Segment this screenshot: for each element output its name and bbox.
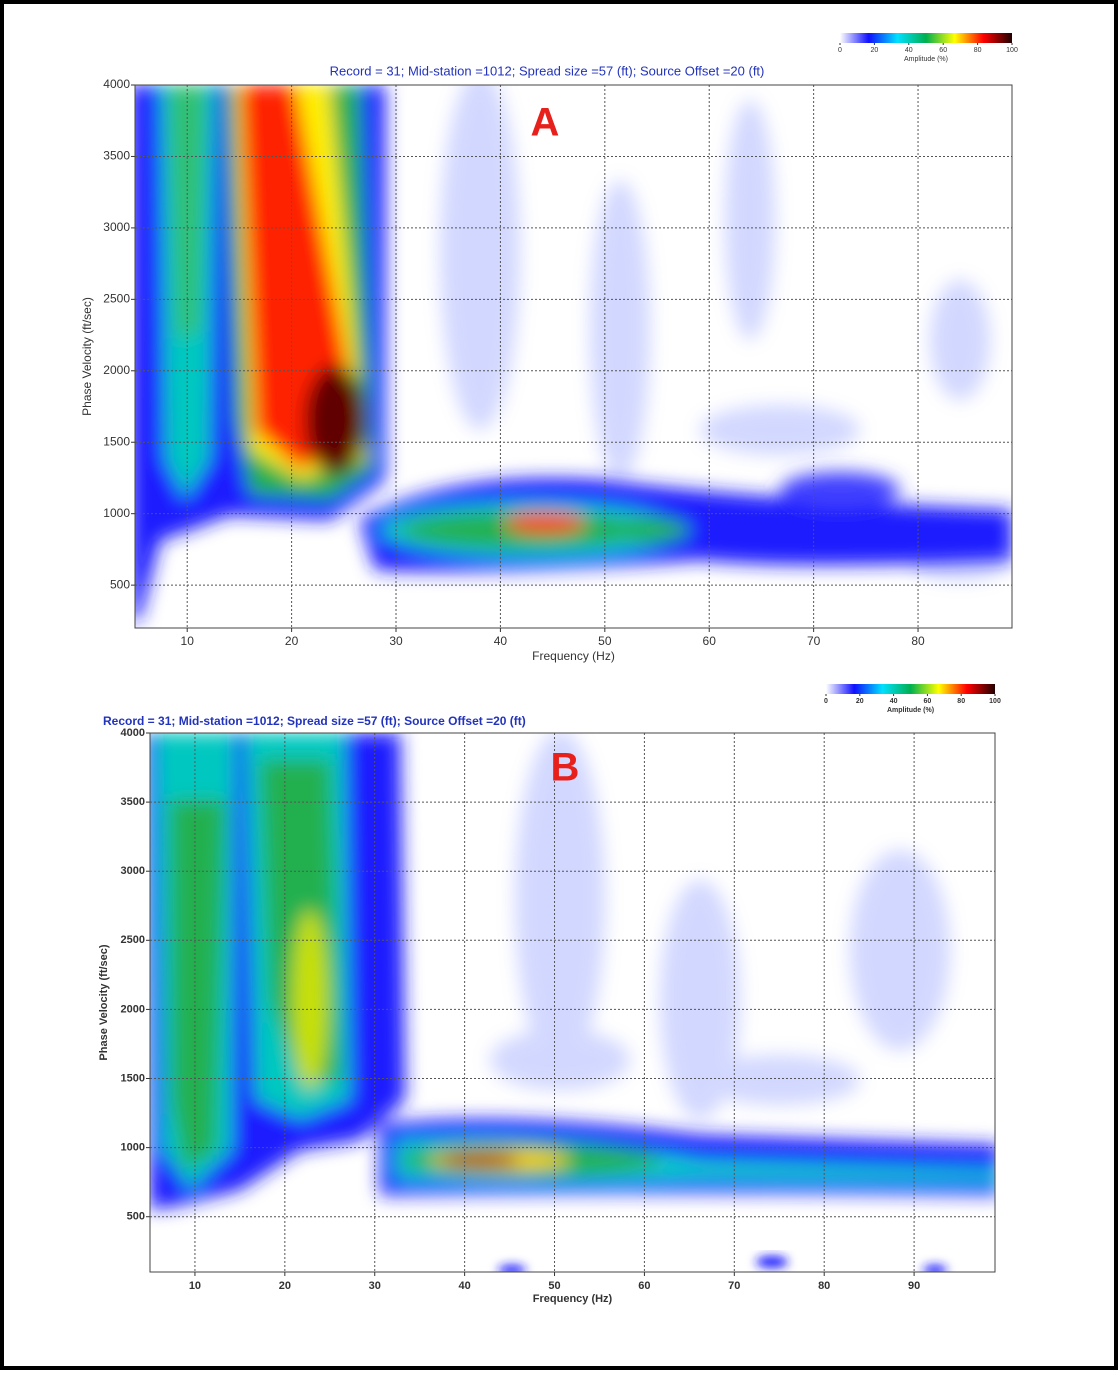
colorbar-label: Amplitude (%) [904,56,948,63]
x-axis-label: Frequency (Hz) [532,649,615,663]
colorbar-tick-label: 100 [989,698,1001,705]
colorbar-tick-label: 80 [957,698,965,705]
y-tick-label: 500 [110,577,130,591]
x-tick-label: 40 [494,634,508,648]
y-tick-label: 1500 [121,1072,145,1084]
y-tick-label: 3500 [103,149,130,163]
y-tick-label: 2000 [121,1003,145,1015]
y-tick-label: 4000 [121,727,145,739]
panel-label: A [531,101,560,145]
colorbar-tick-label: 0 [838,47,842,54]
y-tick-label: 2500 [121,934,145,946]
x-tick-label: 60 [638,1280,650,1292]
x-tick-label: 80 [818,1280,830,1292]
y-tick-label: 1000 [121,1142,145,1154]
y-tick-label: 2000 [103,363,130,377]
x-tick-label: 20 [279,1280,291,1292]
y-tick-label: 1000 [103,506,130,520]
colorbar-tick-label: 20 [856,698,864,705]
chart-title: Record = 31; Mid-station =1012; Spread s… [103,714,526,728]
colorbar-tick-label: 20 [871,47,879,54]
panel-label: B [551,746,580,790]
colorbar-tick-label: 40 [905,47,913,54]
x-tick-label: 70 [728,1280,740,1292]
colorbar-label: Amplitude (%) [887,707,934,714]
x-tick-label: 80 [911,634,925,648]
y-tick-label: 4000 [103,77,130,91]
x-tick-label: 30 [389,634,403,648]
colorbar-tick-label: 60 [924,698,932,705]
x-tick-label: 90 [908,1280,920,1292]
x-tick-label: 20 [285,634,299,648]
plot-frame [134,84,1013,629]
y-tick-label: 2500 [103,292,130,306]
plot-frame [149,732,996,1273]
x-tick-label: 40 [459,1280,471,1292]
x-axis-label: Frequency (Hz) [533,1293,613,1305]
colorbar [840,33,1012,43]
x-tick-label: 50 [548,1280,560,1292]
colorbar-tick-label: 40 [890,698,898,705]
colorbar-tick-label: 80 [974,47,982,54]
x-tick-label: 60 [703,634,717,648]
x-tick-label: 10 [181,634,195,648]
y-axis-label: Phase Velocity (ft/sec) [80,297,94,416]
x-tick-label: 10 [189,1280,201,1292]
colorbar [826,684,995,694]
chart-title: Record = 31; Mid-station =1012; Spread s… [330,63,765,78]
y-tick-label: 3000 [103,220,130,234]
y-tick-label: 500 [127,1211,145,1223]
y-tick-label: 1500 [103,434,130,448]
y-axis-label: Phase Velocity (ft/sec) [98,944,110,1060]
colorbar-tick-label: 100 [1006,47,1018,54]
y-tick-label: 3500 [121,796,145,808]
colorbar-tick-label: 60 [939,47,947,54]
colorbar-tick-label: 0 [824,698,828,705]
x-tick-label: 30 [369,1280,381,1292]
x-tick-label: 50 [598,634,612,648]
y-tick-label: 3000 [121,865,145,877]
x-tick-label: 70 [807,634,821,648]
